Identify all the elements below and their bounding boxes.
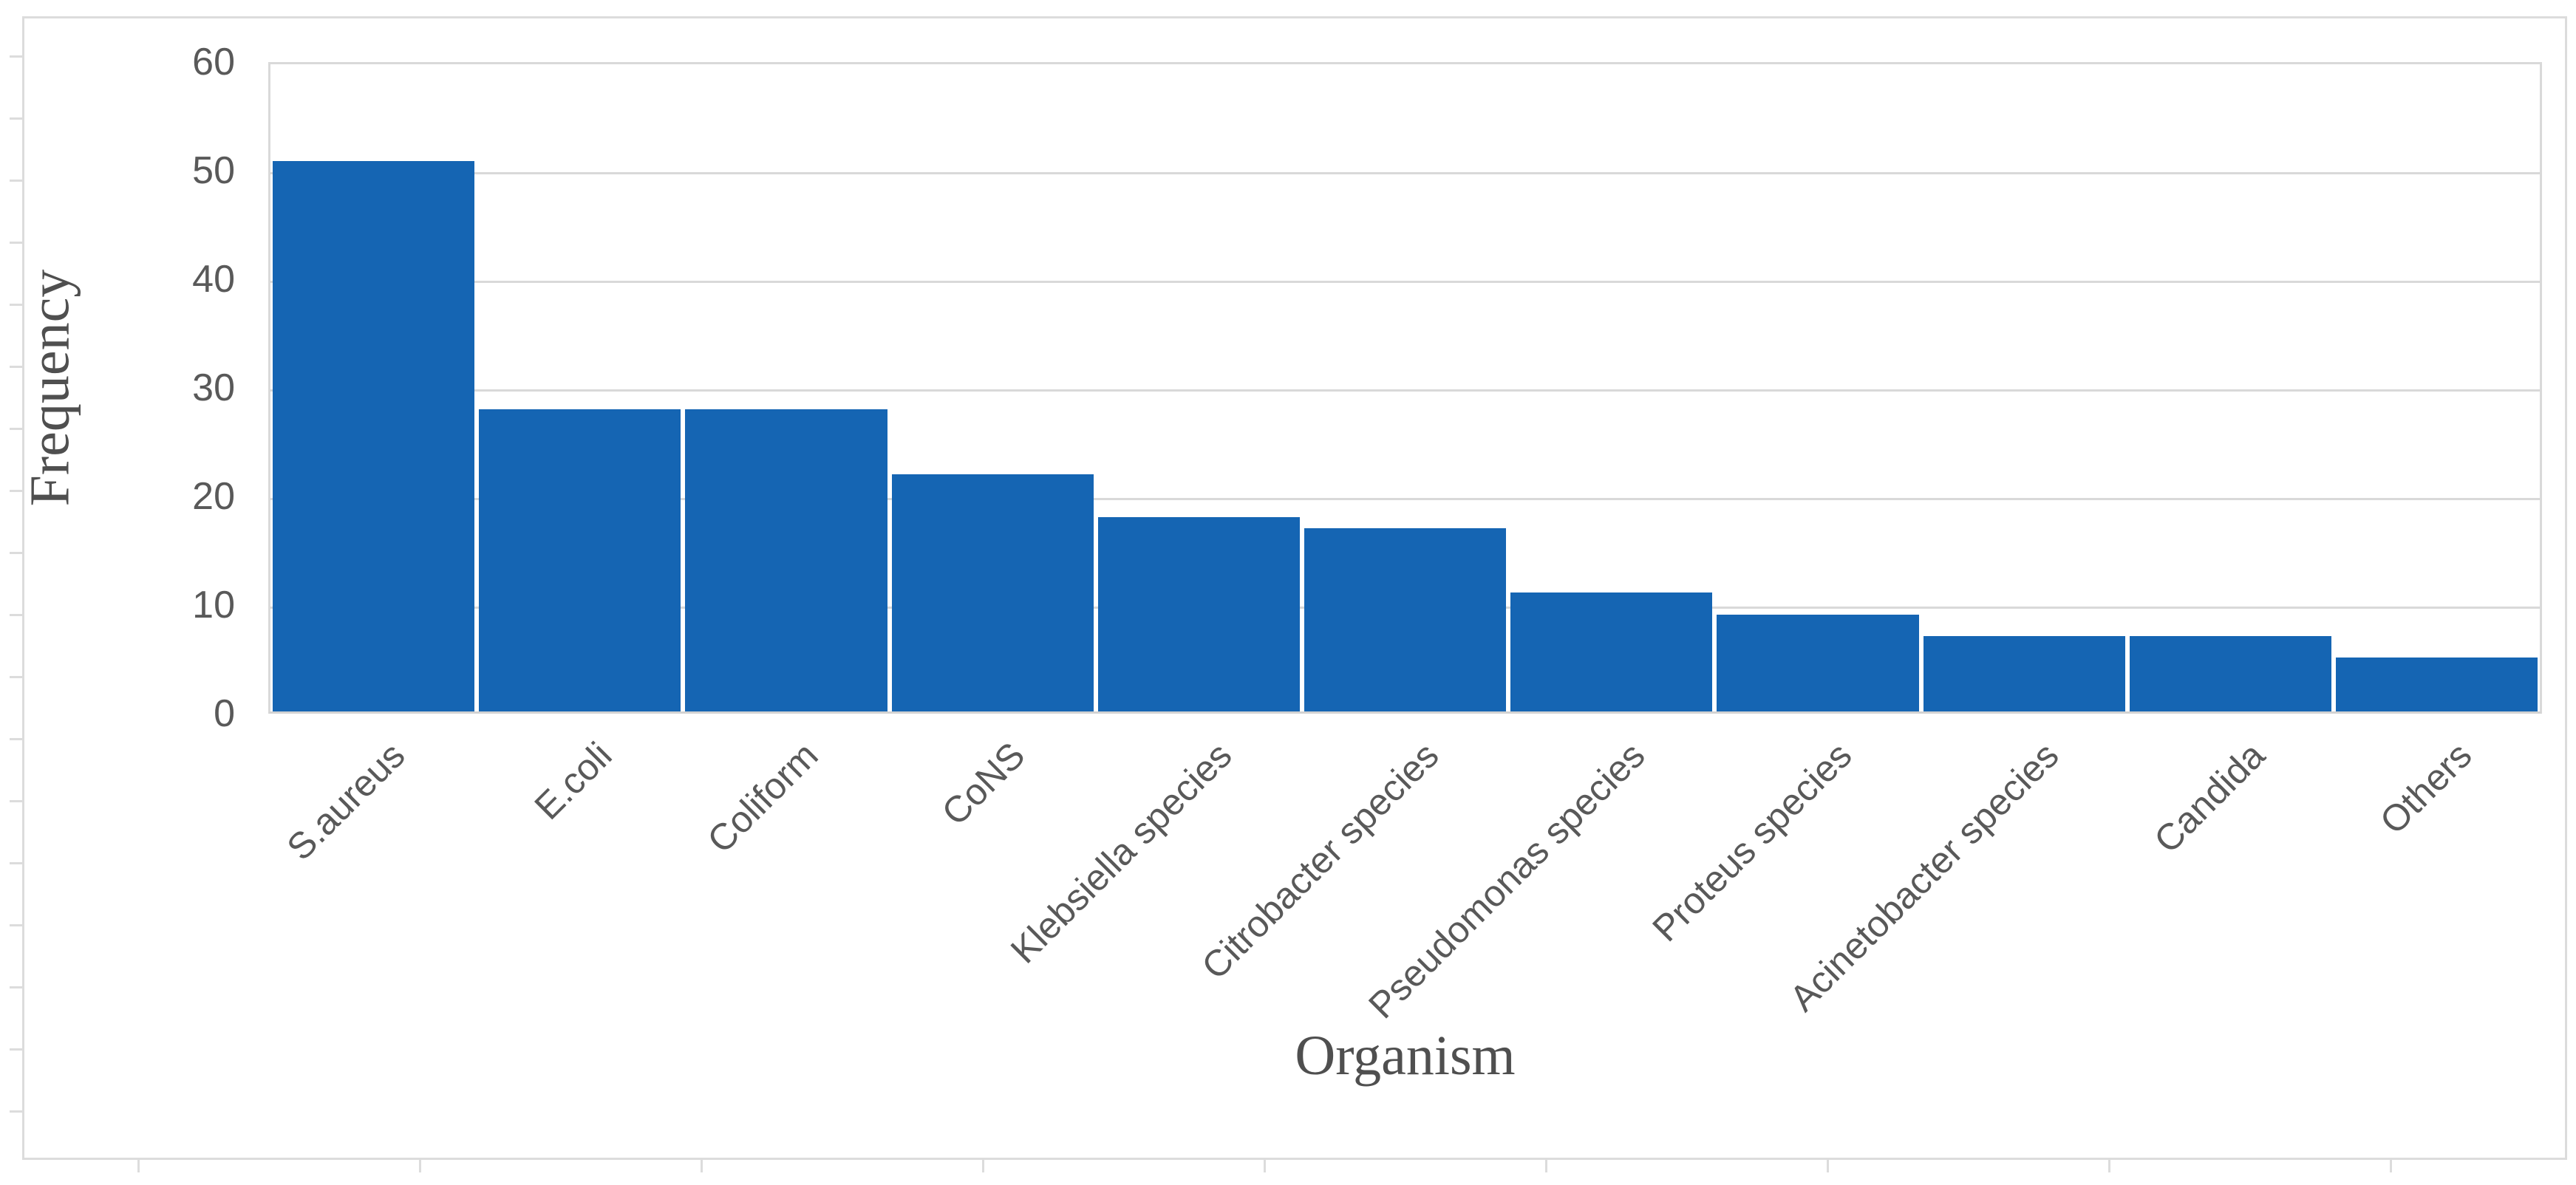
left-edge-tick bbox=[10, 366, 22, 368]
bar-acinetobacter-species bbox=[1923, 635, 2125, 711]
bottom-edge-tick bbox=[1827, 1160, 1829, 1172]
bottom-edge-tick bbox=[2108, 1160, 2110, 1172]
bar-cons bbox=[891, 474, 1094, 711]
left-edge-tick bbox=[10, 738, 22, 740]
plot-area bbox=[268, 62, 2542, 714]
left-edge-tick bbox=[10, 676, 22, 678]
y-tick-label-40: 40 bbox=[192, 258, 235, 301]
gridline-40 bbox=[270, 280, 2540, 283]
x-axis-title: Organism bbox=[1295, 1025, 1516, 1087]
y-tick-label-50: 50 bbox=[192, 149, 235, 192]
left-edge-tick bbox=[10, 304, 22, 306]
bars-container bbox=[270, 64, 2540, 711]
y-tick-label-60: 60 bbox=[192, 41, 235, 83]
bar-s-aureus bbox=[273, 161, 475, 711]
bar-proteus-species bbox=[1717, 614, 1919, 711]
bar-pseudomonas-species bbox=[1510, 592, 1713, 711]
left-edge-tick bbox=[10, 986, 22, 988]
bottom-edge-tick bbox=[1545, 1160, 1547, 1172]
bar-coliform bbox=[685, 409, 887, 711]
left-edge-tick bbox=[10, 242, 22, 244]
bottom-edge-tick bbox=[137, 1160, 140, 1172]
bottom-edge-tick bbox=[1264, 1160, 1266, 1172]
chart-area-border bbox=[22, 16, 2567, 1160]
left-edge-tick bbox=[10, 862, 22, 864]
y-tick-label-30: 30 bbox=[192, 366, 235, 409]
bottom-edge-tick bbox=[982, 1160, 984, 1172]
left-edge-tick bbox=[10, 180, 22, 182]
y-tick-label-10: 10 bbox=[192, 584, 235, 626]
bottom-edge-tick bbox=[2390, 1160, 2392, 1172]
bar-others bbox=[2335, 658, 2538, 711]
bar-candida bbox=[2129, 635, 2331, 711]
y-tick-label-0: 0 bbox=[214, 692, 235, 735]
y-tick-label-20: 20 bbox=[192, 475, 235, 518]
left-edge-tick bbox=[10, 800, 22, 802]
bottom-edge-tick bbox=[419, 1160, 421, 1172]
bar-klebsiella-species bbox=[1097, 517, 1300, 711]
left-edge-tick bbox=[10, 552, 22, 554]
bar-citrobacter-species bbox=[1304, 527, 1507, 711]
gridline-30 bbox=[270, 389, 2540, 392]
left-edge-tick bbox=[10, 1110, 22, 1113]
left-edge-tick bbox=[10, 55, 22, 58]
left-edge-tick bbox=[10, 614, 22, 616]
bar-e-coli bbox=[479, 409, 681, 711]
left-edge-tick bbox=[10, 1048, 22, 1051]
left-edge-tick bbox=[10, 117, 22, 120]
left-edge-tick bbox=[10, 490, 22, 492]
bottom-edge-tick bbox=[701, 1160, 703, 1172]
gridline-20 bbox=[270, 497, 2540, 500]
gridline-50 bbox=[270, 171, 2540, 174]
left-edge-tick bbox=[10, 428, 22, 430]
left-edge-tick bbox=[10, 924, 22, 926]
